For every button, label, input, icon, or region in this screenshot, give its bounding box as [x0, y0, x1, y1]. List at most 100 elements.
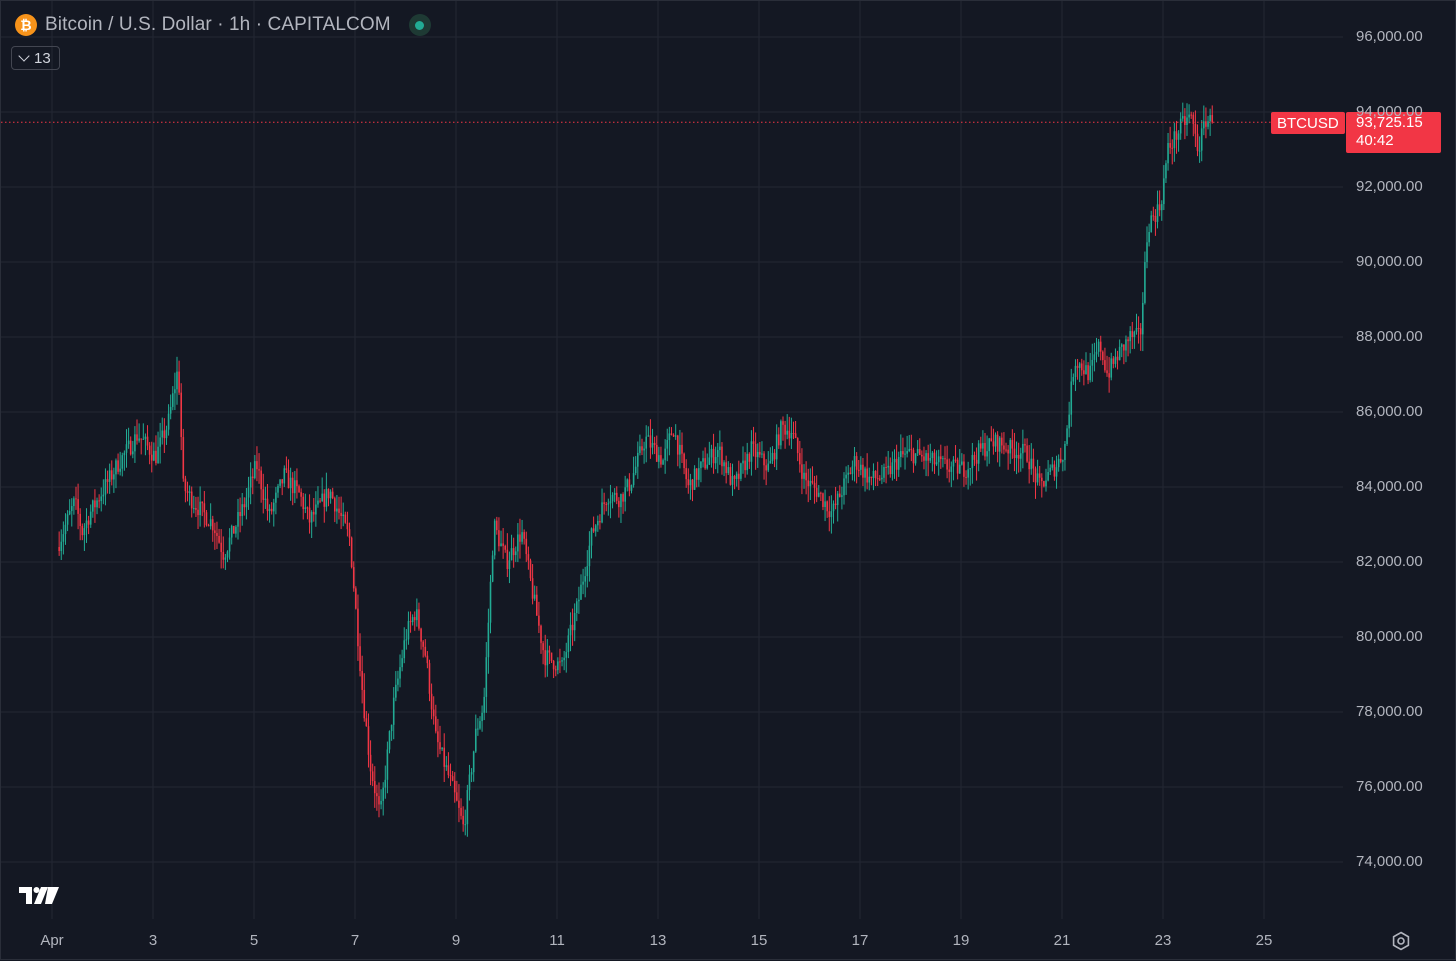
candle-body [653, 442, 656, 446]
candle-body [689, 479, 692, 486]
candle-body [1083, 370, 1085, 375]
candle-body [540, 625, 542, 644]
candle-body [538, 615, 540, 626]
candle-body [693, 468, 696, 490]
candle-body [649, 435, 652, 448]
candle-body [752, 441, 755, 445]
time-axis-tick: 7 [350, 932, 360, 949]
candle-body [860, 464, 862, 470]
candle-body [780, 421, 782, 446]
candle-body [952, 459, 955, 467]
candle-body [119, 468, 121, 472]
candle-body [676, 435, 679, 455]
candle-body [218, 535, 220, 543]
candle-body [1158, 204, 1161, 211]
candle-body [1112, 358, 1115, 364]
settings-icon[interactable] [1390, 930, 1412, 952]
candle-body [1089, 365, 1091, 381]
bitcoin-icon[interactable]: ₿ [15, 14, 37, 36]
candle-body [565, 652, 568, 658]
price-axis-tick: 90,000.00 [1356, 253, 1423, 270]
candle-body [994, 434, 997, 447]
candle-body [685, 468, 687, 480]
candle-body [312, 511, 315, 515]
candle-body [525, 538, 528, 555]
candle-body [106, 479, 109, 482]
candle-body [382, 787, 384, 801]
candle-body [563, 657, 565, 661]
candle-body [561, 660, 563, 662]
candle-body [207, 525, 210, 527]
candle-body [493, 520, 496, 556]
candle-body [60, 541, 63, 552]
candle-body [321, 493, 323, 502]
candle-body [954, 459, 957, 461]
candle-body [666, 439, 669, 449]
candle-body [1093, 354, 1096, 360]
candle-body [1118, 346, 1121, 361]
candle-body [723, 462, 725, 467]
candle-body [161, 430, 164, 438]
candle-body [327, 488, 330, 499]
time-axis-tick: 9 [451, 932, 461, 949]
candle-body [862, 464, 864, 478]
candle-body [836, 493, 839, 506]
candle-body [805, 472, 807, 481]
candle-body [1169, 143, 1171, 148]
candle-body [1106, 370, 1108, 374]
candle-body [270, 508, 273, 512]
candle-body [424, 646, 427, 656]
candle-body [369, 754, 372, 772]
candle-body [81, 526, 84, 536]
candle-body [249, 476, 252, 488]
candle-body [1108, 373, 1110, 378]
candle-body [487, 622, 490, 658]
candle-body [531, 578, 534, 599]
candle-body [510, 548, 513, 561]
price-axis-tick: 92,000.00 [1356, 178, 1423, 195]
candle-body [1070, 381, 1073, 415]
candle-body [984, 443, 986, 457]
candle-body [230, 525, 233, 538]
candle-body [874, 470, 877, 479]
tradingview-logo[interactable] [19, 885, 59, 907]
symbol-title[interactable]: Bitcoin / U.S. Dollar · 1h · CAPITALCOM [45, 14, 391, 35]
candle-body [660, 455, 662, 465]
candle-body [900, 451, 902, 458]
candle-body [220, 542, 222, 553]
candle-body [411, 617, 414, 622]
candle-body [92, 500, 94, 512]
candle-body [584, 576, 586, 582]
candle-body [272, 502, 275, 512]
time-axis-tick: 23 [1154, 932, 1172, 949]
candle-body [197, 509, 199, 516]
candle-body [445, 765, 448, 767]
candle-body [281, 479, 283, 484]
candle-body [839, 493, 841, 497]
candle-body [180, 392, 182, 438]
candle-body [235, 526, 237, 534]
candle-body [357, 608, 359, 647]
candle-body [1150, 215, 1153, 232]
candle-body [992, 441, 995, 447]
candle-body [449, 775, 452, 777]
candle-body [769, 460, 772, 464]
indicators-toggle-button[interactable]: 13 [11, 46, 60, 70]
candle-body [809, 480, 812, 487]
candle-body [315, 504, 317, 515]
candle-body [609, 501, 612, 504]
candle-body [1091, 359, 1094, 366]
candle-body [607, 503, 610, 505]
candle-body [801, 464, 803, 479]
candle-body [569, 624, 572, 636]
candle-body [921, 454, 923, 457]
candle-body [1116, 356, 1119, 361]
price-axis-tick: 84,000.00 [1356, 478, 1423, 495]
candle-body [96, 500, 98, 508]
candle-body [702, 458, 704, 462]
candle-body [1072, 376, 1075, 382]
candle-body [864, 468, 866, 478]
market-status-indicator[interactable] [408, 14, 431, 36]
